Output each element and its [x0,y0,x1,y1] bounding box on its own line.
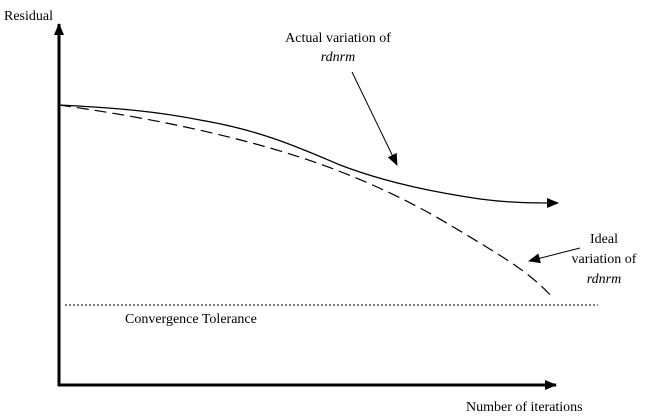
ideal-curve [58,104,554,299]
actual-curve [58,104,559,208]
x-axis-label: Number of iterations [466,400,583,415]
ideal-annotation: Ideal [590,232,618,247]
tolerance-label: Convergence Tolerance [125,312,257,327]
ideal-arrow [528,247,581,264]
ideal-annotation: rdnrm [587,272,622,287]
actual-arrow [351,71,398,166]
actual-annotation: Actual variation of [285,31,391,46]
y-axis-label: Residual [4,9,53,24]
ideal-annotation: variation of [572,252,637,267]
actual-annotation: rdnrm [321,50,356,65]
